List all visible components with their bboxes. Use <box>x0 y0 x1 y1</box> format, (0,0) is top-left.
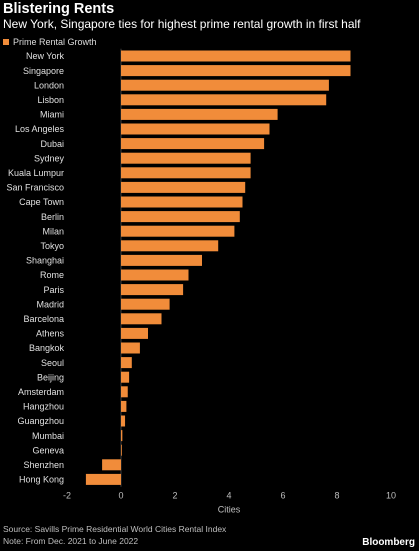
bar <box>121 240 219 252</box>
bar <box>121 254 202 266</box>
legend-swatch <box>3 39 9 45</box>
category-label: Los Angeles <box>15 124 65 134</box>
legend: Prime Rental Growth <box>3 37 97 47</box>
category-label: Amsterdam <box>18 387 64 397</box>
category-label: Madrid <box>36 299 64 309</box>
bar <box>121 167 251 179</box>
category-label: Rome <box>40 270 64 280</box>
bar <box>121 269 189 281</box>
category-label: London <box>34 80 64 90</box>
category-label: Beijing <box>37 372 64 382</box>
chart-title: Blistering Rents <box>3 1 115 17</box>
date-note: Note: From Dec. 2021 to June 2022 <box>3 536 139 546</box>
category-label: Hong Kong <box>19 475 64 485</box>
category-label: Kuala Lumpur <box>8 168 64 178</box>
category-label: Barcelona <box>23 314 64 324</box>
bar <box>121 225 235 237</box>
x-tick-label: 0 <box>118 491 123 501</box>
category-label: San Francisco <box>6 183 64 193</box>
category-label: Berlin <box>41 212 64 222</box>
category-label: Lisbon <box>37 95 64 105</box>
category-label: Athens <box>36 329 65 339</box>
category-label: Dubai <box>40 139 64 149</box>
legend-label: Prime Rental Growth <box>13 37 97 47</box>
category-label: Shanghai <box>26 256 64 266</box>
bar <box>121 357 132 369</box>
category-label: Hangzhou <box>23 402 64 412</box>
bar <box>102 459 121 471</box>
bar <box>121 50 351 62</box>
x-tick-label: -2 <box>63 491 71 501</box>
x-tick-label: 4 <box>226 491 231 501</box>
x-tick-label: 10 <box>386 491 396 501</box>
bar <box>121 65 351 77</box>
bar <box>121 108 278 120</box>
category-label: Geneva <box>32 445 64 455</box>
bar <box>121 415 126 427</box>
category-label: Seoul <box>41 358 64 368</box>
category-label: Paris <box>43 285 64 295</box>
bar <box>121 386 128 398</box>
category-label: Shenzhen <box>23 460 64 470</box>
bar <box>121 327 148 339</box>
bar <box>121 138 265 150</box>
bar <box>121 400 127 412</box>
category-label: Bangkok <box>29 343 65 353</box>
category-label: Miami <box>40 110 64 120</box>
bar <box>121 298 170 310</box>
bar <box>121 79 329 91</box>
bar <box>121 284 184 296</box>
chart-subtitle: New York, Singapore ties for highest pri… <box>3 17 361 31</box>
bar <box>121 342 140 354</box>
category-label: Mumbai <box>32 431 64 441</box>
bar <box>121 181 246 193</box>
bloomberg-logo: Bloomberg <box>362 537 415 548</box>
x-tick-label: 2 <box>172 491 177 501</box>
x-tick-label: 6 <box>280 491 285 501</box>
x-axis-label: Cities <box>218 505 241 515</box>
bar <box>121 123 270 135</box>
bar <box>85 473 121 485</box>
category-label: Singapore <box>23 66 64 76</box>
category-label: Sydney <box>34 153 65 163</box>
category-label: Tokyo <box>40 241 64 251</box>
category-label: Guangzhou <box>17 416 64 426</box>
bar <box>121 313 162 325</box>
category-label: Cape Town <box>19 197 64 207</box>
x-tick-label: 8 <box>334 491 339 501</box>
bar <box>121 371 130 383</box>
bar <box>121 94 327 106</box>
bar <box>121 430 123 442</box>
bar <box>121 211 240 223</box>
bar <box>121 196 243 208</box>
bar <box>121 444 122 456</box>
category-label: Milan <box>42 226 64 236</box>
source-note: Source: Savills Prime Residential World … <box>3 524 227 534</box>
category-label: New York <box>26 51 65 61</box>
bar <box>121 152 251 164</box>
